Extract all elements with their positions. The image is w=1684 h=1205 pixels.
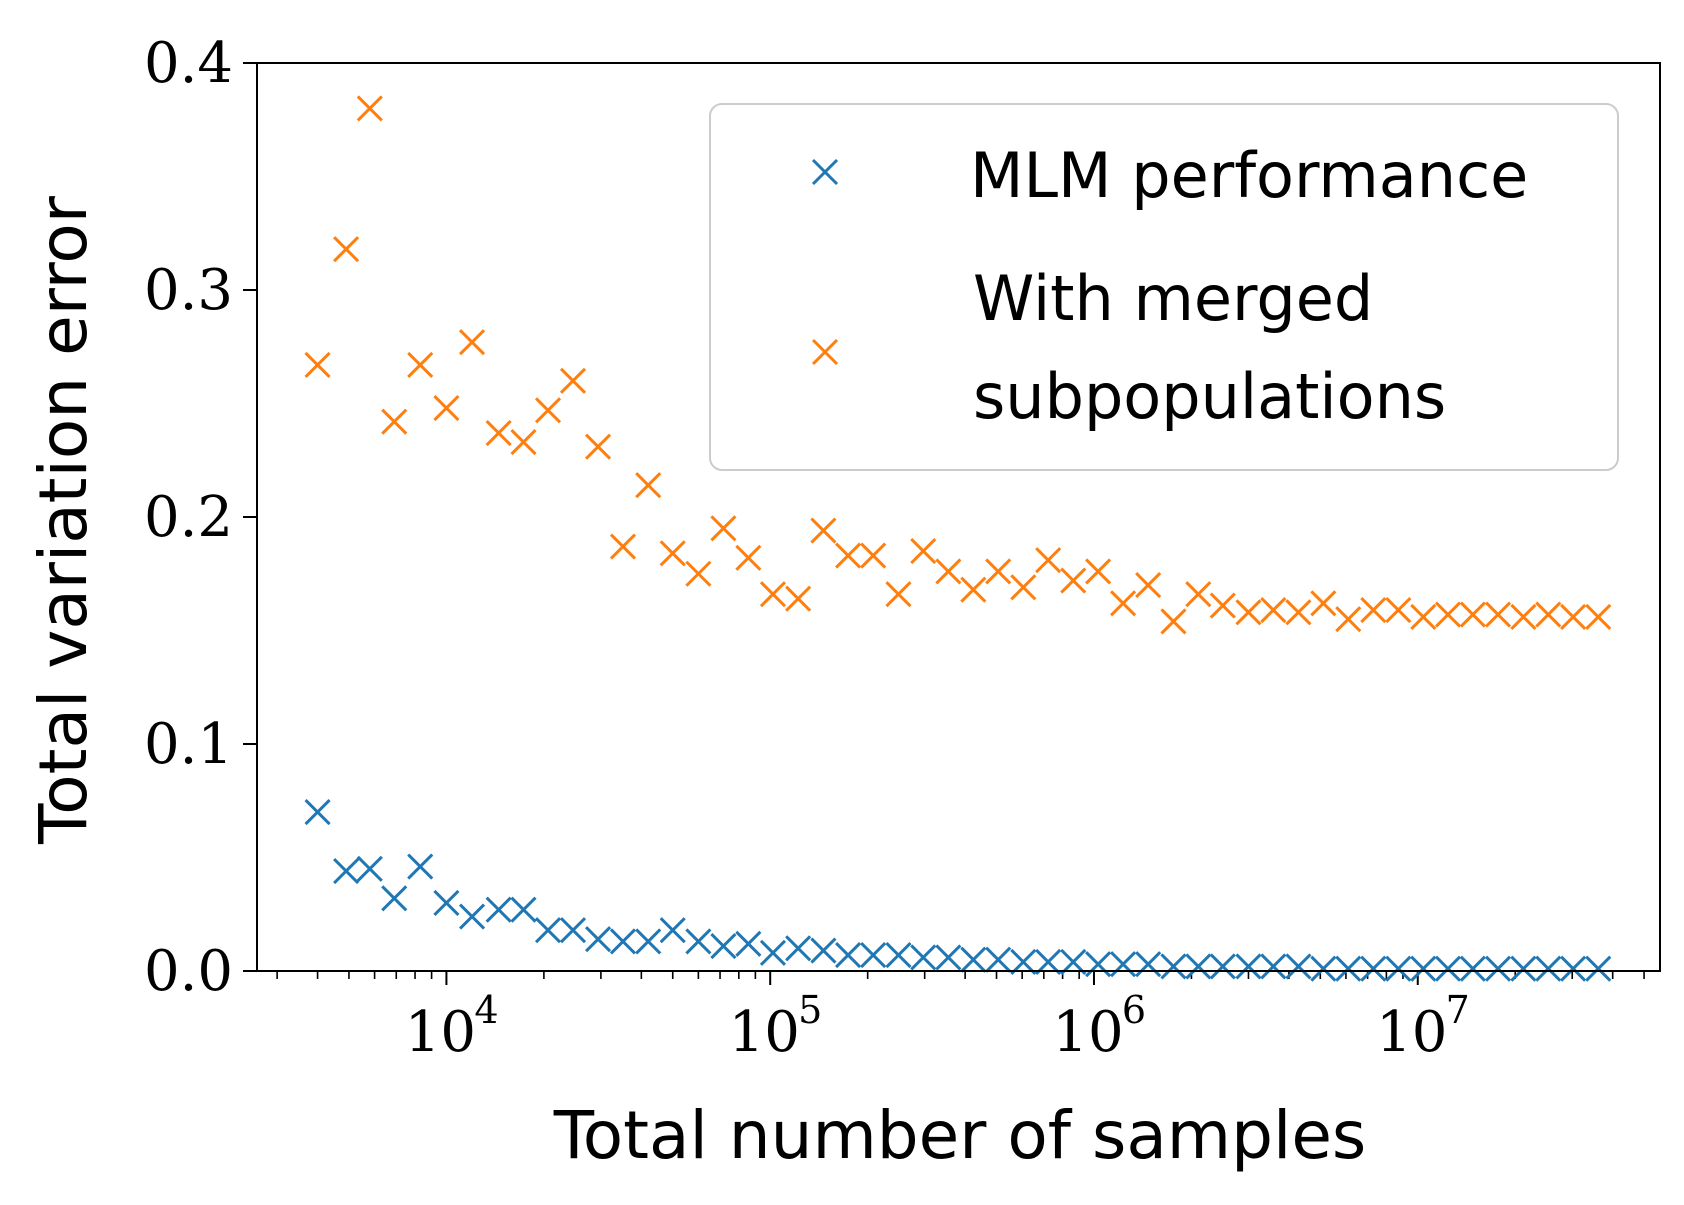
y-tick-label: 0.0 bbox=[144, 939, 233, 1004]
x-tick-label-base: 10 bbox=[729, 1000, 800, 1065]
y-tick-label: 0.1 bbox=[144, 712, 233, 777]
y-axis-label: Total variation error bbox=[25, 195, 102, 845]
legend-label-mlm: MLM performance bbox=[970, 139, 1528, 212]
x-tick-label-exponent: 7 bbox=[1446, 988, 1470, 1032]
x-axis-label: Total number of samples bbox=[553, 1097, 1367, 1174]
x-tick-label-exponent: 6 bbox=[1122, 988, 1146, 1032]
x-tick-label-base: 10 bbox=[1376, 1000, 1447, 1065]
legend: MLM performance With merged subpopulatio… bbox=[710, 104, 1618, 470]
legend-label-merged-line1: With merged bbox=[973, 262, 1373, 335]
x-tick-label-base: 10 bbox=[1052, 1000, 1123, 1065]
y-tick-label: 0.4 bbox=[144, 31, 233, 96]
y-tick-label: 0.3 bbox=[144, 258, 233, 323]
x-tick-label-exponent: 5 bbox=[798, 988, 822, 1032]
y-tick-label: 0.2 bbox=[144, 485, 233, 550]
x-tick-label-exponent: 4 bbox=[474, 988, 498, 1032]
legend-label-merged-line2: subpopulations bbox=[973, 360, 1446, 433]
x-tick-label-base: 10 bbox=[405, 1000, 476, 1065]
